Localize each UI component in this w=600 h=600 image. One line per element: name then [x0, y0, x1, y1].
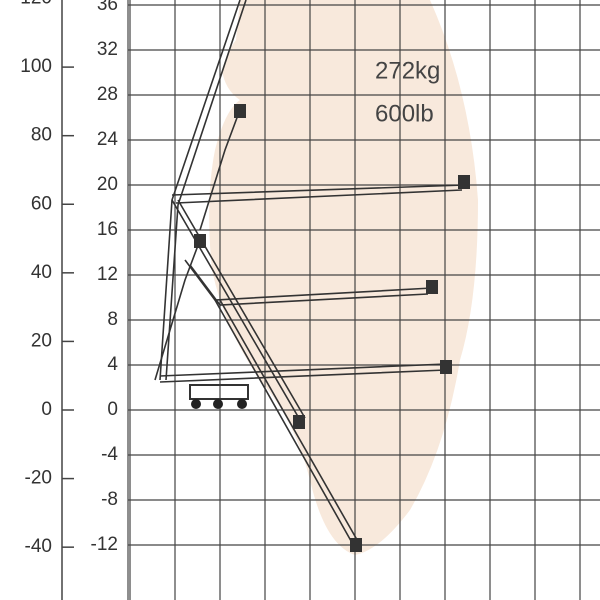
load-kg: 272kg [375, 57, 440, 84]
feet-tick-label: 120 [20, 0, 52, 9]
feet-tick-label: 40 [31, 262, 52, 283]
meter-tick-label: 36 [97, 0, 118, 15]
meter-tick-label: -4 [101, 444, 118, 465]
feet-tick-label: -40 [25, 536, 52, 557]
boom-positions [154, 0, 470, 552]
working-envelope [209, 0, 478, 555]
feet-tick-label: 60 [31, 193, 52, 214]
meter-tick-label: 0 [107, 399, 118, 420]
meter-tick-label: 4 [107, 354, 118, 375]
meter-tick-label: 28 [97, 84, 118, 105]
meter-tick-label: 20 [97, 174, 118, 195]
meter-tick-label: -12 [91, 534, 118, 555]
grid [127, 0, 600, 600]
meter-tick-label: 32 [97, 39, 118, 60]
feet-tick-label: -20 [25, 468, 52, 489]
feet-tick-label: 80 [31, 125, 52, 146]
feet-tick-label: 20 [31, 330, 52, 351]
meter-tick-label: 24 [97, 129, 119, 150]
meter-tick-label: 16 [97, 219, 118, 240]
meter-tick-label: 12 [97, 264, 118, 285]
feet-tick-label: 0 [41, 399, 52, 420]
meter-tick-label: -8 [101, 489, 118, 510]
feet-tick-label: 100 [20, 56, 52, 77]
load-lb: 600lb [375, 100, 434, 127]
meter-tick-label: 8 [107, 309, 118, 330]
